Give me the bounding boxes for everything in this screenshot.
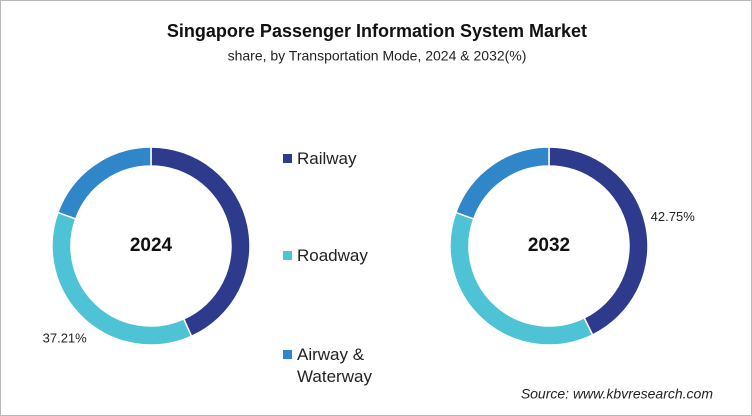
data-label: 42.75% (651, 209, 696, 224)
chart-title: Singapore Passenger Information System M… (167, 21, 587, 41)
source: Source: www.kbvresearch.com (521, 386, 714, 402)
legend-item: Railway (283, 148, 407, 170)
center-label: 2024 (130, 235, 173, 256)
donut-segment (51, 211, 193, 346)
legend-swatch (283, 251, 292, 260)
donut-segment (449, 211, 594, 346)
legend-item: Airway & Waterway (283, 344, 407, 388)
legend-item: Roadway (283, 245, 407, 267)
donut-segment (56, 146, 152, 220)
donut-segment (454, 146, 550, 220)
legend-label: Roadway (297, 246, 368, 265)
legend-swatch (283, 350, 292, 359)
data-label: 37.21% (43, 331, 88, 346)
legend-label: Airway & Waterway (297, 345, 372, 386)
legend-label: Railway (297, 149, 357, 168)
center-label: 2032 (528, 235, 570, 256)
legend-swatch (283, 154, 292, 163)
chart-subtitle: share, by Transportation Mode, 2024 & 20… (228, 48, 527, 64)
